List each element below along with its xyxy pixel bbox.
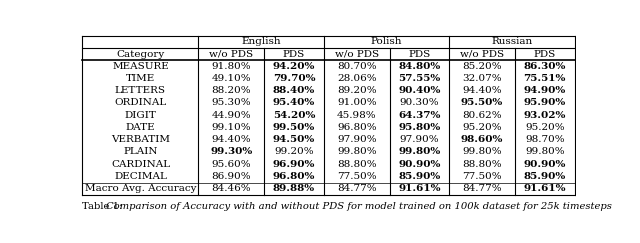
Text: 91.80%: 91.80% xyxy=(212,62,251,71)
Text: 95.50%: 95.50% xyxy=(461,98,503,107)
Text: 94.20%: 94.20% xyxy=(273,62,316,71)
Text: 99.10%: 99.10% xyxy=(212,123,251,132)
Text: ORDINAL: ORDINAL xyxy=(115,98,166,107)
Text: PDS: PDS xyxy=(283,50,305,59)
Text: 95.20%: 95.20% xyxy=(462,123,502,132)
Text: 54.20%: 54.20% xyxy=(273,111,316,120)
Text: 99.80%: 99.80% xyxy=(462,148,502,156)
Text: CARDINAL: CARDINAL xyxy=(111,160,170,169)
Text: LETTERS: LETTERS xyxy=(115,86,166,95)
Text: 97.90%: 97.90% xyxy=(399,135,439,144)
Text: 89.20%: 89.20% xyxy=(337,86,376,95)
Text: 94.50%: 94.50% xyxy=(273,135,315,144)
Text: 85.20%: 85.20% xyxy=(462,62,502,71)
Text: w/o PDS: w/o PDS xyxy=(335,50,379,59)
Text: Category: Category xyxy=(116,50,164,59)
Text: 90.90%: 90.90% xyxy=(398,160,440,169)
Text: 95.20%: 95.20% xyxy=(525,123,564,132)
Text: 84.77%: 84.77% xyxy=(337,184,376,193)
Text: DATE: DATE xyxy=(125,123,156,132)
Text: 93.02%: 93.02% xyxy=(524,111,566,120)
Text: Comparison of Accuracy with and without PDS for model trained on 100k dataset fo: Comparison of Accuracy with and without … xyxy=(106,202,612,211)
Text: 84.77%: 84.77% xyxy=(462,184,502,193)
Text: 95.90%: 95.90% xyxy=(524,98,566,107)
Text: 84.46%: 84.46% xyxy=(212,184,251,193)
Text: 86.90%: 86.90% xyxy=(212,172,251,181)
Text: 80.70%: 80.70% xyxy=(337,62,376,71)
Text: PDS: PDS xyxy=(408,50,431,59)
Text: 88.80%: 88.80% xyxy=(462,160,502,169)
Text: 96.80%: 96.80% xyxy=(337,123,376,132)
Text: 44.90%: 44.90% xyxy=(212,111,251,120)
Text: 94.40%: 94.40% xyxy=(212,135,251,144)
Text: 91.00%: 91.00% xyxy=(337,98,376,107)
Text: DECIMAL: DECIMAL xyxy=(114,172,167,181)
Text: PDS: PDS xyxy=(534,50,556,59)
Text: 91.61%: 91.61% xyxy=(398,184,440,193)
Text: 64.37%: 64.37% xyxy=(398,111,440,120)
Text: 96.80%: 96.80% xyxy=(273,172,316,181)
Text: Russian: Russian xyxy=(492,37,532,46)
Text: 45.98%: 45.98% xyxy=(337,111,376,120)
Text: Polish: Polish xyxy=(371,37,402,46)
Text: 94.90%: 94.90% xyxy=(524,86,566,95)
Text: 28.06%: 28.06% xyxy=(337,74,376,83)
Text: 96.90%: 96.90% xyxy=(273,160,316,169)
Text: 85.90%: 85.90% xyxy=(398,172,440,181)
Text: 85.90%: 85.90% xyxy=(524,172,566,181)
Text: 90.90%: 90.90% xyxy=(524,160,566,169)
Text: w/o PDS: w/o PDS xyxy=(209,50,253,59)
Text: 95.40%: 95.40% xyxy=(273,98,315,107)
Text: 90.40%: 90.40% xyxy=(398,86,440,95)
Text: w/o PDS: w/o PDS xyxy=(460,50,504,59)
Text: 98.70%: 98.70% xyxy=(525,135,564,144)
Text: 99.30%: 99.30% xyxy=(210,148,252,156)
Text: TIME: TIME xyxy=(126,74,155,83)
Text: 77.50%: 77.50% xyxy=(462,172,502,181)
Text: DIGIT: DIGIT xyxy=(125,111,156,120)
Text: PLAIN: PLAIN xyxy=(124,148,157,156)
Text: 94.40%: 94.40% xyxy=(462,86,502,95)
Text: 49.10%: 49.10% xyxy=(212,74,251,83)
Text: 88.80%: 88.80% xyxy=(337,160,376,169)
Text: 95.30%: 95.30% xyxy=(212,98,251,107)
Text: 99.20%: 99.20% xyxy=(274,148,314,156)
Text: 99.80%: 99.80% xyxy=(337,148,376,156)
Text: 88.40%: 88.40% xyxy=(273,86,315,95)
Text: 95.60%: 95.60% xyxy=(212,160,251,169)
Text: 86.30%: 86.30% xyxy=(524,62,566,71)
Text: 99.50%: 99.50% xyxy=(273,123,315,132)
Text: 77.50%: 77.50% xyxy=(337,172,376,181)
Text: 75.51%: 75.51% xyxy=(524,74,566,83)
Text: 95.80%: 95.80% xyxy=(398,123,440,132)
Text: 98.60%: 98.60% xyxy=(461,135,503,144)
Text: Macro Avg. Accuracy: Macro Avg. Accuracy xyxy=(84,184,196,193)
Text: 84.80%: 84.80% xyxy=(398,62,440,71)
Text: 88.20%: 88.20% xyxy=(212,86,251,95)
Text: 89.88%: 89.88% xyxy=(273,184,315,193)
Text: 97.90%: 97.90% xyxy=(337,135,376,144)
Text: VERBATIM: VERBATIM xyxy=(111,135,170,144)
Text: Table 1:: Table 1: xyxy=(83,202,126,211)
Text: 99.80%: 99.80% xyxy=(398,148,440,156)
Text: English: English xyxy=(241,37,281,46)
Text: 90.30%: 90.30% xyxy=(399,98,439,107)
Text: 32.07%: 32.07% xyxy=(462,74,502,83)
Text: 91.61%: 91.61% xyxy=(524,184,566,193)
Text: 80.62%: 80.62% xyxy=(462,111,502,120)
Text: 79.70%: 79.70% xyxy=(273,74,316,83)
Text: MEASURE: MEASURE xyxy=(112,62,169,71)
Text: 99.80%: 99.80% xyxy=(525,148,564,156)
Text: 57.55%: 57.55% xyxy=(398,74,440,83)
